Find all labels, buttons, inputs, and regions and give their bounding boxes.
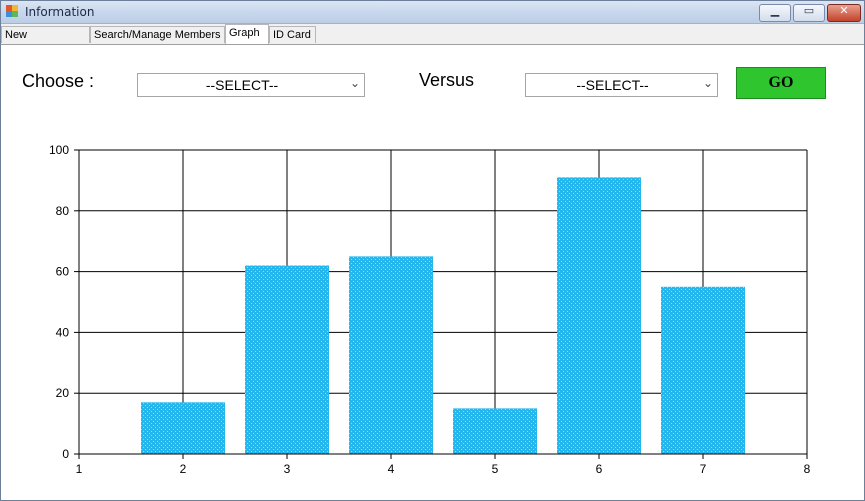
close-icon: ✕ [839,4,849,17]
x-tick-label: 5 [492,462,499,476]
chevron-down-icon[interactable]: ⌄ [349,76,360,90]
y-tick-label: 0 [62,447,69,461]
choose-label: Choose : [22,71,95,91]
x-tick-label: 3 [284,462,291,476]
tab-search-manage-members[interactable]: Search/Manage Members [90,26,225,43]
tab-id-card[interactable]: ID Card [269,26,316,43]
app-icon [6,5,18,17]
x-tick-label: 1 [76,462,83,476]
chevron-down-icon[interactable]: ⌄ [702,76,713,90]
tab-graph[interactable]: Graph [225,24,269,44]
chart-bar [453,408,537,454]
tab-new-registration[interactable]: New Registration [1,26,90,57]
y-tick-label: 100 [49,143,69,157]
graph-tab-panel: Choose : --SELECT-- ⌄ Versus --SELECT-- … [1,45,864,500]
x-tick-label: 4 [388,462,395,476]
chart-bar [661,286,745,454]
minimize-button[interactable]: ▁ [759,4,791,22]
y-tick-label: 40 [56,325,70,339]
chart-bar [245,265,329,454]
choose-dropdown-value: --SELECT-- [205,77,279,93]
choose-dropdown[interactable]: --SELECT-- ⌄ [137,73,365,97]
close-button[interactable]: ✕ [827,4,861,22]
x-tick-label: 6 [596,462,603,476]
minimize-icon: ▁ [770,4,780,17]
chart-bar [141,402,225,454]
title-bar[interactable]: Information ▁ ▭ ✕ [1,1,864,24]
x-tick-label: 2 [180,462,187,476]
versus-label: Versus [419,70,475,90]
chart-bar [557,177,641,455]
maximize-icon: ▭ [803,4,815,17]
y-tick-label: 20 [56,386,70,400]
x-tick-label: 8 [804,462,811,476]
versus-dropdown-value: --SELECT-- [576,77,649,93]
chart-bar [349,256,433,454]
go-button[interactable]: GO [736,67,826,99]
versus-dropdown[interactable]: --SELECT-- ⌄ [525,73,718,97]
window-title: Information [25,5,95,19]
x-tick-label: 7 [700,462,707,476]
y-tick-label: 80 [56,204,70,218]
y-tick-label: 60 [56,265,70,279]
tab-strip: New Registration Search/Manage Members G… [1,24,864,57]
maximize-button[interactable]: ▭ [793,4,825,22]
bar-chart: 0 20 40 60 80 100 1 2 3 4 5 6 7 8 [49,143,811,476]
